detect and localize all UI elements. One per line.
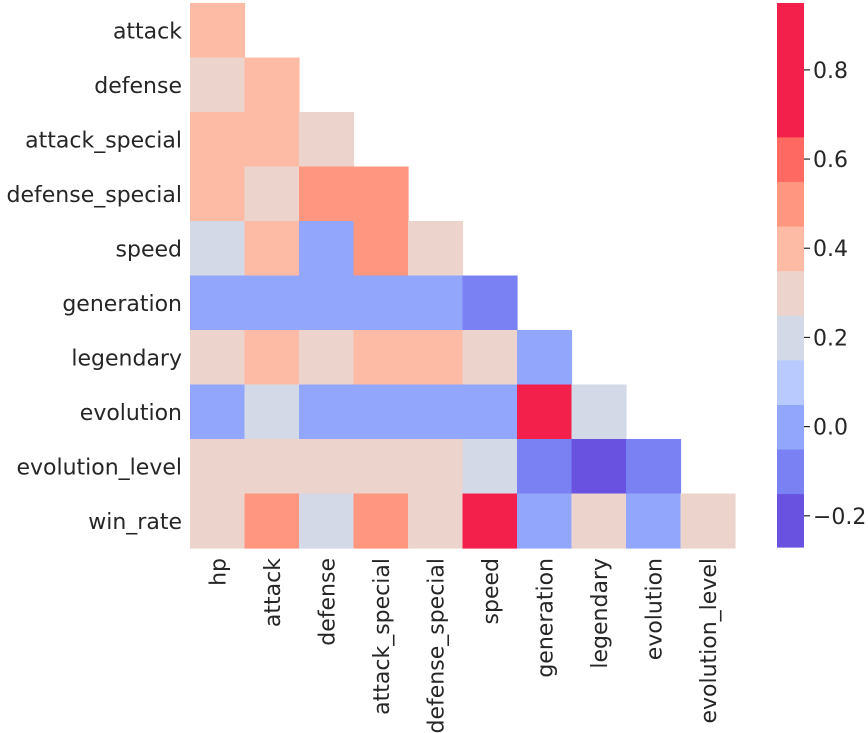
heatmap-cell [244,384,300,440]
heatmap-cell [299,166,355,222]
column-label: evolution_level [697,558,722,724]
heatmap-cell [299,384,355,440]
row-label: speed [116,237,182,262]
heatmap-cell [190,275,246,331]
heatmap-cell [353,384,409,440]
row-label: legendary [71,346,182,371]
colorbar-band [777,493,804,548]
heatmap-cell [517,384,573,440]
heatmap-cell [408,493,464,549]
heatmap-cell [571,384,627,440]
heatmap-cell [462,493,518,549]
colorbar-tick-label: 0.8 [813,59,848,84]
heatmap-cell [299,275,355,331]
heatmap-cell [408,384,464,440]
heatmap-cell [244,57,300,113]
heatmap-cell [408,330,464,386]
colorbar-band [777,404,804,450]
heatmap-cell [190,112,246,168]
colorbar-tick-label: 0.6 [813,148,848,173]
heatmap-cell [190,57,246,113]
heatmap-cell [517,439,573,495]
heatmap-cell [626,439,682,495]
colorbar-band [777,315,804,361]
heatmap-cell [353,493,409,549]
heatmap-cell [571,439,627,495]
heatmap-cell [299,221,355,277]
colorbar-band [777,92,804,138]
heatmap-cell [462,275,518,331]
heatmap-cell [408,275,464,331]
heatmap-cell [299,439,355,495]
heatmap-cell [680,493,736,549]
heatmap-cells [190,3,736,549]
heatmap-cell [626,493,682,549]
row-label: defense_special [7,183,182,208]
row-labels: attack defense attack_special defense_speci… [7,19,183,535]
heatmap-cell [408,439,464,495]
column-label: speed [479,558,504,624]
heatmap-cell [571,493,627,549]
colorbar-band [777,47,804,93]
colorbar-band [777,359,804,405]
colorbar-tick-label: −0.2 [813,505,866,530]
heatmap-cell [462,384,518,440]
column-label: hp [206,558,231,586]
heatmap-cell [244,330,300,386]
heatmap-cell [462,330,518,386]
heatmap-cell [408,221,464,277]
colorbar-band [777,225,804,272]
heatmap-cell [190,166,246,222]
heatmap-cell [244,166,300,222]
column-label: evolution [642,558,667,660]
heatmap-cell [244,493,300,549]
heatmap-cell [517,330,573,386]
heatmap-cell [190,384,246,440]
heatmap-cell [244,275,300,331]
column-label: defense [315,558,340,646]
colorbar-band [777,3,804,49]
colorbar-band [777,270,804,316]
heatmap-cell [244,112,300,168]
heatmap-cell [190,3,246,59]
colorbar-tick-label: 0.0 [813,416,848,441]
colorbar: −0.2 0.0 0.2 0.4 0.6 0.8 [777,3,866,548]
colorbar-band [777,181,804,227]
row-label: evolution [80,401,182,426]
heatmap-cell [190,439,246,495]
heatmap-cell [190,493,246,549]
column-labels: hp attack defense attack_special defense_spe… [206,558,722,733]
heatmap-cell [353,439,409,495]
colorbar-band [777,448,804,495]
heatmap-cell [353,330,409,386]
heatmap-cell [353,166,409,222]
colorbar-tick-label: 0.2 [813,326,848,351]
row-label: evolution_level [16,455,182,480]
row-label: attack [113,19,182,44]
column-label: attack [261,558,286,627]
column-label: legendary [588,558,613,669]
column-label: generation [533,558,558,678]
colorbar-band [777,136,804,182]
heatmap-cell [190,330,246,386]
row-label: attack_special [25,128,182,153]
heatmap-cell [190,221,246,277]
heatmap-cell [299,493,355,549]
heatmap-cell [299,330,355,386]
heatmap-cell [244,221,300,277]
column-label: attack_special [370,558,395,715]
heatmap-cell [353,221,409,277]
heatmap-cell [462,439,518,495]
heatmap-cell [299,112,355,168]
row-label: generation [62,292,182,317]
colorbar-tick-label: 0.4 [813,237,848,262]
column-label: defense_special [424,558,449,733]
heatmap-cell [353,275,409,331]
heatmap-cell [517,493,573,549]
heatmap-cell [244,439,300,495]
row-label: defense [94,74,182,99]
row-label: win_rate [88,510,182,535]
